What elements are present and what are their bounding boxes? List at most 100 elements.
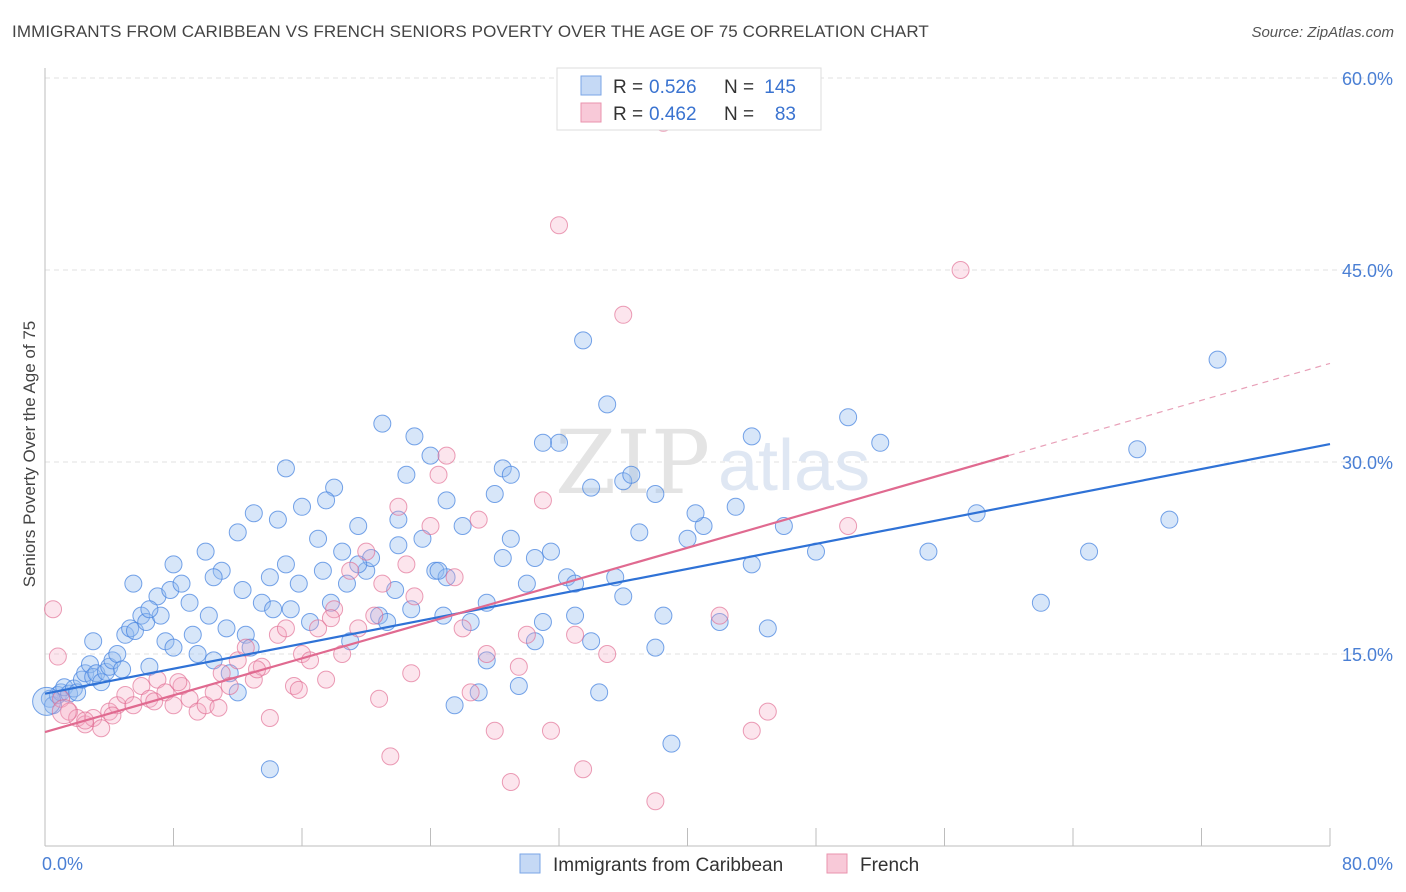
point-french bbox=[236, 638, 255, 657]
point-caribbean bbox=[566, 606, 585, 625]
point-french bbox=[381, 747, 400, 766]
stats-swatch-caribbean bbox=[580, 75, 602, 96]
point-caribbean bbox=[453, 517, 472, 535]
point-caribbean bbox=[582, 632, 601, 651]
point-caribbean bbox=[140, 657, 159, 676]
legend-swatch-french bbox=[826, 853, 848, 874]
point-caribbean bbox=[839, 408, 858, 427]
point-french bbox=[485, 721, 504, 740]
point-caribbean bbox=[445, 696, 464, 715]
point-french bbox=[405, 587, 424, 606]
trend-line-caribbean bbox=[44, 443, 1331, 695]
point-caribbean bbox=[405, 427, 424, 446]
point-caribbean bbox=[871, 433, 890, 452]
stats-r-label-caribbean: R = bbox=[613, 77, 643, 98]
legend-label-caribbean: Immigrants from Caribbean bbox=[553, 855, 783, 876]
point-caribbean bbox=[694, 517, 713, 535]
point-caribbean bbox=[1208, 350, 1227, 369]
point-caribbean bbox=[1160, 510, 1179, 529]
stats-legend: R = 0.526 N = 145 R = 0.462 N = 83 bbox=[556, 67, 822, 131]
series-legend: Immigrants from Caribbean French bbox=[519, 853, 919, 876]
point-caribbean bbox=[293, 497, 311, 516]
point-french bbox=[517, 625, 536, 644]
point-french bbox=[220, 677, 239, 695]
point-french bbox=[132, 677, 151, 695]
point-french bbox=[951, 261, 970, 279]
point-caribbean bbox=[188, 645, 207, 663]
point-caribbean bbox=[413, 529, 432, 548]
point-french bbox=[341, 561, 360, 580]
point-caribbean bbox=[501, 465, 520, 484]
point-caribbean bbox=[373, 414, 392, 433]
point-caribbean bbox=[710, 613, 729, 631]
point-caribbean bbox=[161, 581, 180, 599]
point-caribbean bbox=[244, 504, 263, 523]
point-caribbean bbox=[333, 542, 352, 561]
point-caribbean bbox=[493, 549, 512, 567]
grid-lines bbox=[45, 77, 1393, 655]
point-caribbean bbox=[622, 465, 641, 484]
legend-label-french: French bbox=[860, 855, 919, 876]
point-caribbean bbox=[389, 510, 408, 529]
point-caribbean bbox=[325, 478, 344, 497]
point-french bbox=[365, 606, 384, 625]
point-caribbean bbox=[1031, 593, 1050, 612]
point-caribbean bbox=[97, 662, 116, 681]
trend-line-french bbox=[44, 454, 1010, 734]
point-caribbean bbox=[183, 625, 202, 644]
point-french bbox=[550, 216, 568, 235]
point-caribbean bbox=[726, 497, 745, 516]
point-caribbean bbox=[276, 555, 295, 574]
point-caribbean bbox=[919, 542, 938, 561]
point-caribbean bbox=[533, 433, 552, 452]
point-french bbox=[260, 709, 279, 727]
x-tick-label: 0.0% bbox=[42, 854, 83, 874]
stats-n-label-caribbean: N = bbox=[724, 77, 754, 98]
x-tick-label: 80.0% bbox=[1342, 854, 1393, 874]
point-caribbean bbox=[646, 485, 665, 503]
point-french bbox=[321, 609, 340, 628]
point-french bbox=[164, 696, 183, 715]
point-french bbox=[51, 699, 77, 725]
point-french bbox=[710, 606, 729, 625]
point-caribbean bbox=[477, 651, 496, 670]
watermark-zip: ZIP bbox=[555, 411, 710, 514]
point-caribbean bbox=[525, 549, 544, 567]
point-french bbox=[309, 619, 328, 638]
point-french bbox=[533, 491, 552, 510]
point-french bbox=[758, 702, 777, 721]
point-caribbean bbox=[517, 574, 536, 593]
source-credit: Source: ZipAtlas.com bbox=[1251, 24, 1394, 41]
point-french bbox=[48, 647, 67, 666]
point-caribbean bbox=[429, 561, 448, 580]
point-caribbean bbox=[582, 478, 601, 497]
point-caribbean bbox=[397, 465, 416, 484]
point-caribbean bbox=[541, 542, 560, 561]
point-french bbox=[453, 619, 472, 638]
point-caribbean bbox=[646, 638, 665, 657]
chart-title: IMMIGRANTS FROM CARIBBEAN VS FRENCH SENI… bbox=[12, 22, 929, 41]
point-caribbean bbox=[276, 459, 295, 478]
point-caribbean bbox=[349, 517, 368, 535]
point-french bbox=[389, 497, 408, 516]
point-caribbean bbox=[654, 606, 673, 625]
point-caribbean bbox=[317, 491, 336, 510]
point-caribbean bbox=[550, 433, 568, 452]
point-caribbean bbox=[140, 600, 159, 619]
point-french bbox=[209, 698, 228, 717]
y-tick-labels: 15.0% 30.0% 45.0% 60.0% bbox=[1342, 69, 1393, 665]
legend-swatch-caribbean bbox=[519, 853, 541, 874]
point-caribbean bbox=[421, 446, 440, 465]
point-french bbox=[333, 645, 352, 663]
point-caribbean bbox=[309, 529, 328, 548]
trend-lines bbox=[44, 362, 1331, 734]
point-caribbean bbox=[662, 734, 681, 753]
point-french bbox=[501, 773, 520, 791]
x-tick-labels: 0.0% 80.0% bbox=[42, 854, 1393, 874]
stats-n-label-french: N = bbox=[724, 104, 754, 125]
point-french bbox=[421, 517, 440, 535]
point-french bbox=[598, 645, 617, 663]
point-french bbox=[397, 555, 416, 574]
y-tick-label: 45.0% bbox=[1342, 261, 1393, 281]
